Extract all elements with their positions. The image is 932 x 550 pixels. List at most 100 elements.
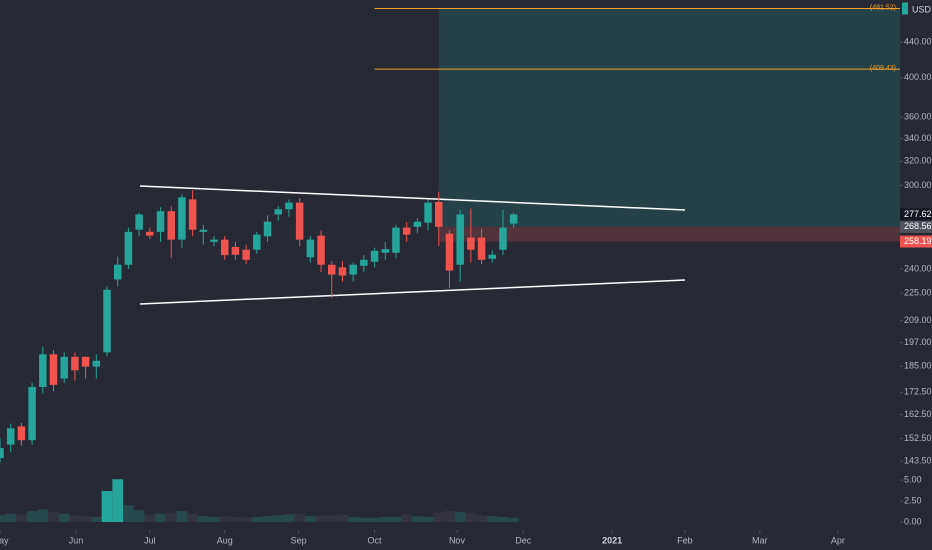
volume-bar — [304, 516, 316, 522]
candle-body — [81, 356, 90, 367]
candle-body — [188, 199, 197, 230]
x-tick-label: Jun — [69, 535, 84, 545]
candle-body — [445, 233, 454, 271]
volume-bar — [294, 513, 305, 522]
x-tick-label: Sep — [291, 535, 307, 545]
candle-body — [103, 289, 111, 353]
volume-bar — [337, 514, 348, 522]
candle-body — [477, 237, 486, 260]
volume-bar — [155, 513, 166, 522]
x-tick-label: Dec — [515, 535, 532, 545]
volume-bar — [240, 517, 252, 522]
volume-bar — [165, 512, 177, 522]
candle-body — [178, 197, 186, 240]
x-tick-label: Jul — [144, 535, 156, 545]
candle-body — [113, 264, 122, 280]
volume-bar — [80, 516, 91, 522]
candle-body — [253, 234, 261, 250]
volume-bar — [90, 516, 102, 522]
volume-bar — [112, 479, 124, 522]
y-tick-label: 185.00 — [904, 361, 932, 371]
candle-body — [6, 428, 15, 445]
volume-bar — [197, 516, 209, 522]
plot — [0, 8, 900, 522]
price-label: 268.56 — [904, 221, 932, 231]
volume-bar — [208, 516, 220, 522]
candle-body — [328, 264, 336, 275]
y-tick-label: 320.00 — [904, 156, 932, 166]
candle-body — [488, 254, 497, 259]
volume-bar — [433, 512, 445, 522]
volume-bar — [0, 515, 6, 522]
candle-body — [146, 231, 154, 236]
volume-bar — [262, 516, 273, 522]
trendline — [139, 185, 686, 211]
y-tick-label: 172.50 — [904, 387, 932, 397]
candle-body — [274, 209, 282, 215]
candle-body — [424, 202, 432, 223]
y-tick-label: 300.00 — [904, 180, 932, 190]
volume-bar — [315, 515, 327, 522]
level-label: (409.43) — [870, 65, 896, 72]
volume-bar — [251, 516, 263, 522]
x-tick-label: Feb — [677, 535, 693, 545]
volume-bar — [16, 514, 27, 522]
candle-body — [295, 202, 304, 240]
y-tick-label: 197.00 — [904, 337, 932, 347]
x-tick-label: 2021 — [602, 535, 622, 545]
candle-body — [306, 239, 315, 258]
y-tick-label: 143.50 — [904, 456, 932, 466]
price-axis — [900, 0, 932, 550]
volume-bar — [37, 509, 49, 522]
stop-zone — [438, 226, 900, 242]
volume-bar — [133, 510, 145, 522]
candle-body — [220, 239, 229, 256]
candle-body — [156, 211, 165, 232]
candle-body — [17, 426, 26, 441]
candle-body — [49, 354, 58, 385]
volume-bar — [219, 516, 231, 522]
volume-bar — [326, 515, 338, 522]
volume-bar — [347, 516, 359, 522]
volume-bar — [48, 511, 59, 522]
y-tick-label: 360.00 — [904, 112, 932, 122]
price-label-box — [900, 208, 932, 221]
candle-body — [199, 229, 208, 232]
volume-bar — [369, 517, 380, 522]
candle-body — [242, 249, 250, 260]
price-label: 258.19 — [904, 236, 932, 246]
y-tick-label: 152.50 — [904, 433, 932, 443]
y2-tick-label: 5.00 — [904, 474, 922, 484]
y2-tick-label: 2.50 — [904, 495, 922, 505]
x-tick-label: Nov — [449, 535, 466, 545]
target-badge — [902, 2, 908, 15]
volume-bar — [230, 516, 241, 522]
currency: USD — [912, 4, 932, 14]
y-tick-label: 225.00 — [904, 287, 932, 297]
y-tick-label: 340.00 — [904, 133, 932, 143]
candle-body — [317, 235, 325, 265]
candle-body — [39, 354, 47, 387]
candle-body — [92, 360, 101, 367]
time-axis — [0, 530, 932, 550]
candle-body — [285, 202, 293, 210]
candle-body — [135, 214, 143, 230]
volume-bar — [486, 516, 498, 522]
candle-body — [402, 227, 411, 235]
volume-bar — [476, 515, 487, 522]
candle-body — [210, 239, 218, 242]
candle-body — [467, 237, 475, 250]
volume-bar — [176, 511, 188, 522]
volume-bar — [69, 515, 81, 522]
candle-body — [28, 386, 36, 441]
volume-bar — [144, 514, 156, 522]
y-tick-label: 209.00 — [904, 315, 932, 325]
y-tick-label: 240.00 — [904, 263, 932, 273]
candle-body — [435, 202, 443, 227]
volume-bar — [5, 513, 17, 522]
volume-bar — [390, 516, 402, 522]
volume-bar — [465, 513, 477, 522]
candle-body — [499, 227, 507, 250]
price-label: 277.62 — [904, 209, 932, 219]
volume-bar — [187, 513, 198, 522]
